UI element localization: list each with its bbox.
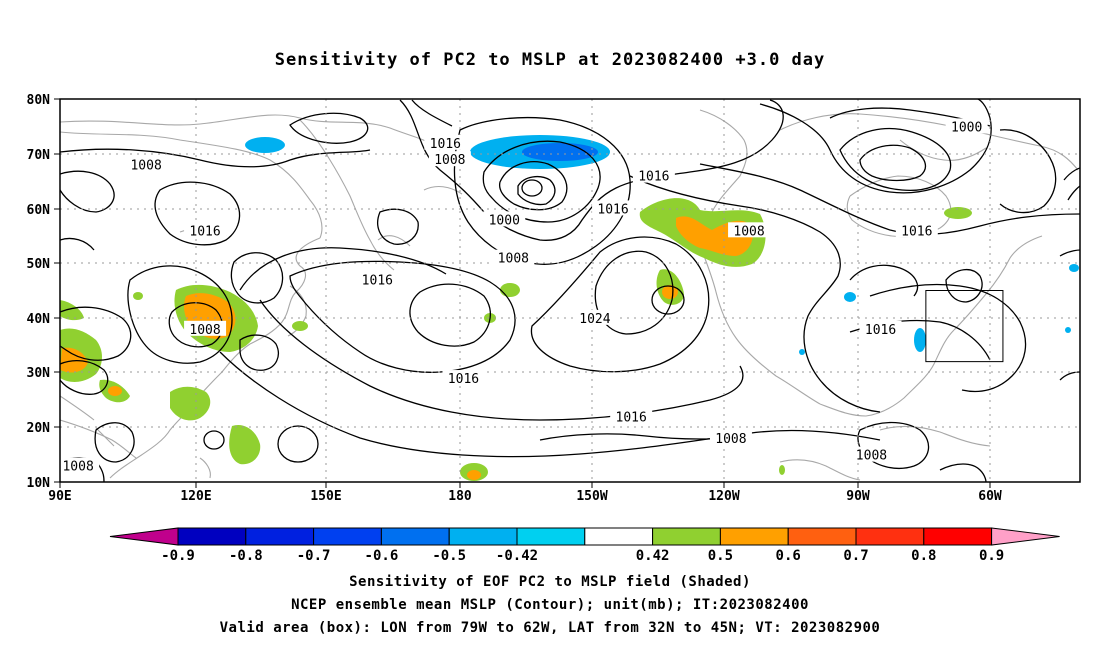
contour-label: 1016 (448, 372, 479, 387)
lon-label-60w: 60W (978, 489, 1002, 504)
contour-label: 1024 (579, 312, 610, 327)
map-title: Sensitivity of PC2 to MSLP at 2023082400… (274, 50, 826, 70)
contour-label-bg (442, 370, 485, 386)
colorbar-label: 0.6 (776, 548, 801, 564)
contour-label-bg (184, 320, 227, 336)
colorbar-swatch (313, 527, 382, 546)
contour-label-bg (483, 211, 526, 227)
contour-label: 1016 (865, 323, 896, 338)
contour-label: 1008 (189, 323, 220, 338)
contour-label: 1000 (489, 213, 520, 228)
contour-label-bg (57, 457, 100, 473)
latitude-axis: 80N 70N 60N 50N 40N 30N 20N 10N (27, 93, 51, 491)
lat-label-30n: 30N (27, 366, 51, 381)
colorbar-swatch (516, 527, 586, 546)
contour-label: 1008 (434, 153, 465, 168)
colorbar-label: -0.6 (365, 548, 399, 564)
contour-label-bg (895, 222, 938, 238)
contour-label-bg (428, 151, 471, 167)
lat-label-20n: 20N (27, 421, 51, 436)
lon-label-90e: 90E (48, 489, 71, 504)
lon-label-150w: 150W (576, 489, 607, 504)
lat-label-60n: 60N (27, 203, 51, 218)
colorbar-swatch (177, 527, 247, 546)
colorbar-swatch (719, 527, 789, 546)
lat-label-80n: 80N (27, 93, 51, 108)
longitude-axis: 90E 120E 150E 180 150W 120W 90W 60W (48, 489, 1002, 504)
lon-label-120e: 120E (180, 489, 211, 504)
colorbar-swatch (245, 527, 315, 546)
contour-label-bg (125, 156, 168, 172)
lat-label-70n: 70N (27, 148, 51, 163)
tick-marks (54, 98, 991, 488)
colorbar-label: -0.8 (229, 548, 263, 564)
contour-label: 1016 (616, 410, 647, 425)
contour-label-bg (492, 249, 535, 265)
colorbar-label: 0.8 (911, 548, 936, 564)
contour-label: 1016 (430, 137, 461, 152)
contour-label: 1008 (733, 224, 764, 239)
contour-label-bg (945, 118, 988, 134)
colorbar-label: -0.7 (297, 548, 331, 564)
contour-label: 1008 (856, 449, 887, 464)
colorbar-label: -0.42 (496, 548, 538, 564)
colorbar-label: 0.42 (636, 548, 670, 564)
contour-label: 1016 (901, 224, 932, 239)
contour-label-bg (850, 446, 893, 462)
contour-label-bg (424, 134, 467, 150)
caption-valid-area: Valid area (box): LON from 79W to 62W, L… (219, 620, 881, 636)
caption-shading: Sensitivity of EOF PC2 to MSLP field (Sh… (349, 574, 751, 590)
contour-label-bg (610, 408, 653, 424)
colorbar-swatch (855, 527, 925, 546)
contour-label-bg (709, 430, 752, 446)
contour-label: 1016 (638, 170, 669, 185)
contour-labels: 1016100810081016100010161000101610081008… (57, 118, 988, 475)
contour-label: 1008 (130, 159, 161, 174)
colorbar-swatch (787, 527, 857, 546)
caption-contour: NCEP ensemble mean MSLP (Contour); unit(… (291, 597, 809, 613)
contour-label-bg (632, 167, 675, 183)
colorbar-max-extension (991, 527, 1060, 546)
contour-label: 1008 (498, 252, 529, 267)
colorbar: -0.9 -0.8 -0.7 -0.6 -0.5 -0.42 0.42 0.5 0.6 0.7 0.… (109, 527, 1060, 564)
colorbar-label: 0.9 (979, 548, 1004, 564)
contour-label: 1000 (951, 120, 982, 135)
colorbar-min-extension (109, 527, 179, 546)
contour-label: 1016 (362, 274, 393, 289)
contour-label: 1008 (62, 460, 93, 475)
colorbar-swatch (923, 527, 993, 546)
colorbar-swatch (584, 527, 654, 546)
colorbar-label: 0.5 (708, 548, 733, 564)
colorbar-swatch (448, 527, 518, 546)
contour-label: 1016 (597, 202, 628, 217)
lon-label-180: 180 (448, 489, 472, 504)
contour-label: 1008 (715, 432, 746, 447)
contour-label-bg (728, 222, 771, 238)
colorbar-label: -0.9 (161, 548, 195, 564)
contour-label-bg (592, 200, 635, 216)
colorbar-label: 0.7 (843, 548, 868, 564)
lat-label-50n: 50N (27, 257, 51, 272)
contour-label: 1016 (189, 224, 220, 239)
lon-label-90w: 90W (846, 489, 870, 504)
colorbar-label: -0.5 (432, 548, 466, 564)
contour-label-bg (859, 320, 902, 336)
contour-label-bg (573, 309, 616, 325)
lat-label-10n: 10N (27, 476, 51, 491)
lat-label-40n: 40N (27, 312, 51, 327)
colorbar-swatch (380, 527, 450, 546)
contour-label-bg (184, 222, 227, 238)
contour-label-bg (356, 271, 399, 287)
lon-label-120w: 120W (708, 489, 739, 504)
lon-label-150e: 150E (310, 489, 341, 504)
map-frame (59, 98, 1081, 483)
colorbar-swatch (652, 527, 721, 546)
valid-area-box (925, 290, 1004, 363)
